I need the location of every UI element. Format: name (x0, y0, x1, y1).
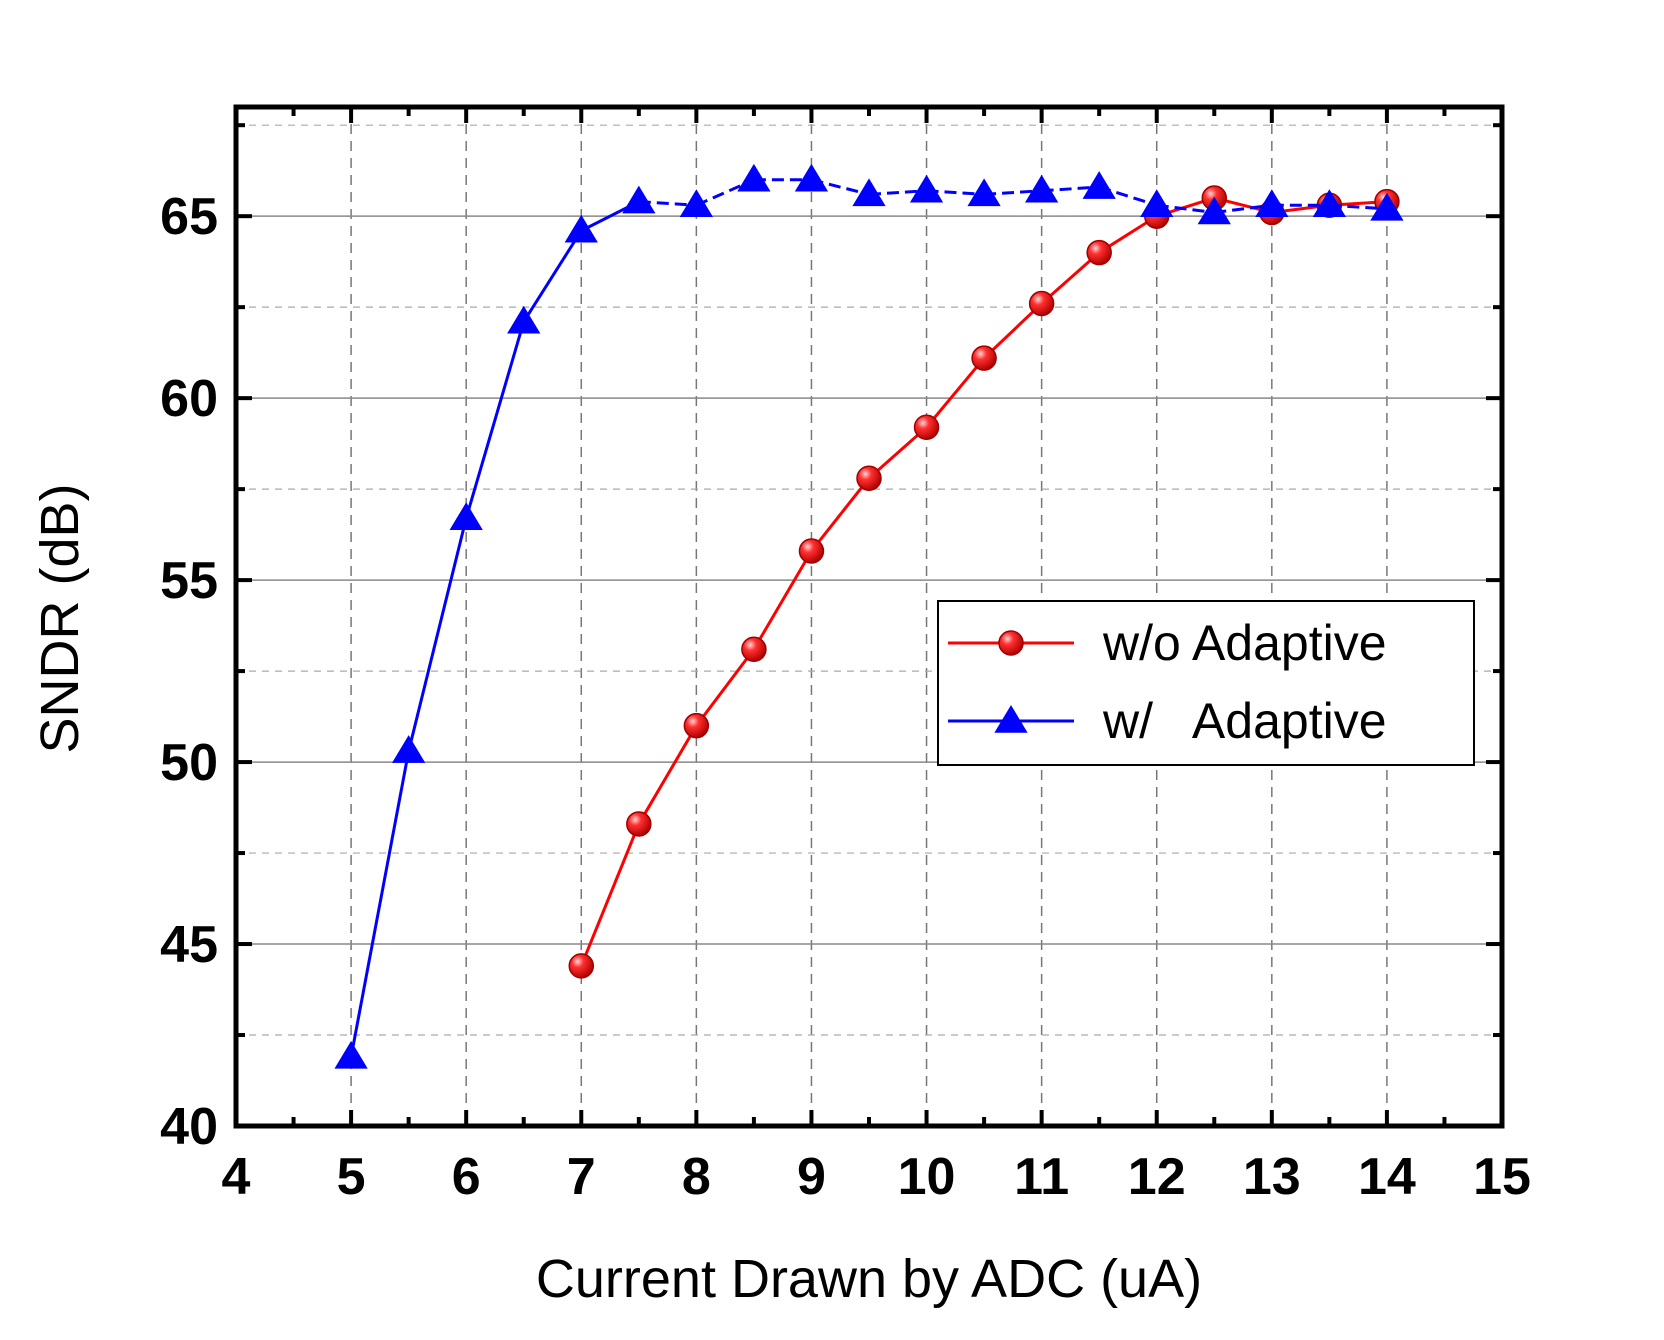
series-line-segment (637, 724, 698, 825)
x-tick-label: 8 (682, 1148, 711, 1206)
y-tick-label: 40 (160, 1098, 218, 1156)
y-tick-label: 65 (160, 188, 218, 246)
legend: w/o Adaptive w/ Adaptive (937, 600, 1475, 766)
x-tick-label: 12 (1128, 1148, 1186, 1206)
series-line-segment (868, 426, 928, 480)
data-point-triangle (852, 178, 886, 207)
data-point-circle (626, 811, 652, 837)
data-point-circle (1086, 239, 1112, 266)
series-with-adaptive (334, 163, 1404, 1069)
y-tick-label: 45 (160, 916, 218, 974)
series-line-segment (983, 302, 1043, 360)
legend-label: w/ Adaptive (1102, 693, 1387, 749)
series-line-segment (810, 477, 871, 552)
series-line-segment (1040, 251, 1101, 305)
data-point-circle (741, 636, 767, 663)
data-point-triangle (1082, 171, 1116, 199)
legend-marker-circle (998, 630, 1024, 656)
data-point-triangle (679, 189, 713, 218)
y-axis-title: SNDR (dB) (30, 483, 90, 753)
x-tick-label: 10 (898, 1148, 956, 1206)
data-point-circle (913, 414, 940, 441)
series-line-segment (349, 750, 411, 1058)
y-tick-label: 55 (160, 552, 218, 610)
data-point-triangle (737, 163, 771, 192)
x-tick-label: 15 (1473, 1148, 1531, 1206)
series-line-segment (464, 321, 526, 519)
data-point-circle (1028, 290, 1055, 317)
series-line-segment (1214, 203, 1273, 215)
series-line-segment (579, 823, 641, 967)
data-point-triangle (622, 185, 656, 214)
series-line-segment (983, 189, 1042, 196)
x-tick-label: 13 (1243, 1148, 1301, 1206)
legend-entry: w/ Adaptive (948, 693, 1387, 749)
data-point-circle (856, 465, 882, 491)
series-line-segment (925, 357, 986, 429)
x-tick-label: 11 (1014, 1148, 1069, 1206)
x-axis-title: Current Drawn by ADC (uA) (536, 1249, 1202, 1309)
data-point-triangle (507, 305, 541, 334)
data-point-triangle (564, 214, 598, 243)
x-tick-label: 4 (222, 1148, 251, 1206)
legend-label: w/o Adaptive (1102, 615, 1387, 671)
data-point-circle (568, 953, 595, 979)
grid (236, 107, 1502, 1126)
series-line-segment (752, 550, 813, 651)
data-point-triangle (449, 502, 483, 530)
data-point-triangle (1312, 189, 1346, 218)
axis-ticks (234, 107, 1504, 1128)
x-tick-label: 6 (452, 1148, 481, 1206)
data-point-triangle (1370, 192, 1404, 221)
legend-marker-triangle (994, 705, 1028, 733)
series-line-segment (407, 517, 468, 752)
series-without-adaptive (568, 185, 1400, 979)
data-point-triangle (967, 178, 1001, 207)
data-point-triangle (392, 735, 426, 763)
data-point-circle (683, 712, 710, 739)
legend-entry: w/o Adaptive (948, 615, 1387, 671)
series-line-segment (695, 178, 755, 207)
data-point-circle (971, 345, 997, 371)
x-tick-label: 9 (797, 1148, 826, 1206)
y-tick-label: 60 (160, 370, 218, 428)
series-line-segment (868, 189, 927, 196)
y-tick-label: 50 (160, 734, 218, 792)
data-point-triangle (909, 174, 944, 203)
x-tick-label: 14 (1358, 1148, 1416, 1206)
series-line-segment (695, 648, 756, 727)
series-layer (334, 163, 1404, 1069)
x-tick-label: 5 (337, 1148, 366, 1206)
legend-box (937, 600, 1475, 766)
series-line-segment (522, 229, 583, 323)
data-point-triangle (1025, 174, 1059, 203)
series-line-segment (1041, 185, 1100, 193)
data-point-triangle (794, 163, 829, 192)
data-point-triangle (1255, 189, 1289, 218)
data-point-triangle (1197, 196, 1231, 225)
x-tick-label: 7 (567, 1148, 596, 1206)
data-point-triangle (334, 1040, 368, 1069)
data-point-circle (798, 538, 825, 564)
data-point-triangle (1140, 189, 1174, 218)
